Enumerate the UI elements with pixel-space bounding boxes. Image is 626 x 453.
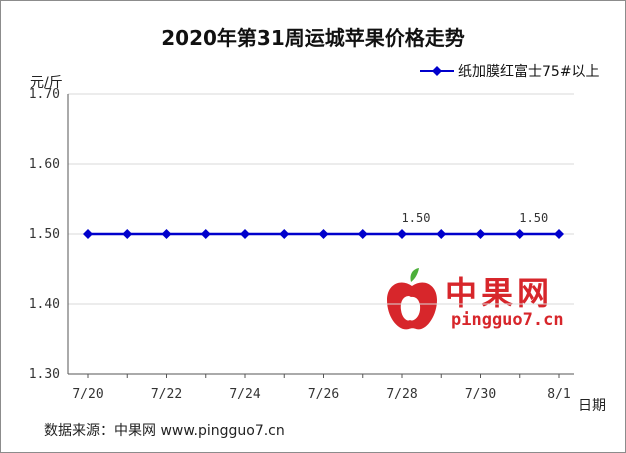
data-point	[357, 229, 368, 239]
y-tick-label: 1.50	[29, 227, 60, 242]
data-point	[318, 229, 329, 239]
data-label: 1.50	[402, 211, 431, 225]
y-axis-unit: 元/斤	[30, 75, 63, 91]
legend: 纸加膜红富士75#以上	[420, 61, 600, 81]
watermark-logo: 中果网 pingguo7.cn	[383, 266, 593, 336]
x-tick-label: 8/1	[547, 387, 570, 402]
chart-title: 2020年第31周运城苹果价格走势	[161, 26, 465, 50]
x-tick-label: 7/30	[465, 387, 496, 402]
y-tick-label: 1.60	[29, 157, 60, 172]
data-point	[554, 229, 564, 239]
x-tick-label: 7/28	[386, 387, 417, 402]
data-point	[475, 229, 486, 239]
y-tick-label: 1.30	[29, 367, 60, 382]
apple-logo-icon	[387, 268, 437, 330]
data-point	[240, 229, 250, 239]
data-point	[122, 229, 133, 239]
legend-label: 纸加膜红富士75#以上	[458, 64, 600, 80]
x-tick-label: 7/20	[72, 387, 103, 402]
x-tick-label: 7/22	[151, 387, 182, 402]
watermark-cn: 中果网	[445, 274, 554, 312]
source-footer: 数据来源：中果网 www.pingguo7.cn	[44, 423, 285, 439]
x-tick-label: 7/24	[229, 387, 260, 402]
legend-swatch	[420, 66, 454, 76]
data-point	[279, 229, 290, 239]
data-label: 1.50	[519, 211, 548, 225]
y-tick-label: 1.40	[29, 297, 60, 312]
data-point	[83, 229, 93, 239]
y-tick-label: 1.70	[29, 87, 60, 102]
x-axis-label: 日期	[578, 398, 606, 414]
data-point	[436, 229, 447, 239]
data-point	[161, 229, 172, 239]
data-point	[514, 229, 525, 239]
x-tick-label: 7/26	[308, 387, 339, 402]
watermark-en: pingguo7.cn	[451, 310, 564, 330]
data-point	[397, 229, 407, 239]
data-point	[200, 229, 211, 239]
